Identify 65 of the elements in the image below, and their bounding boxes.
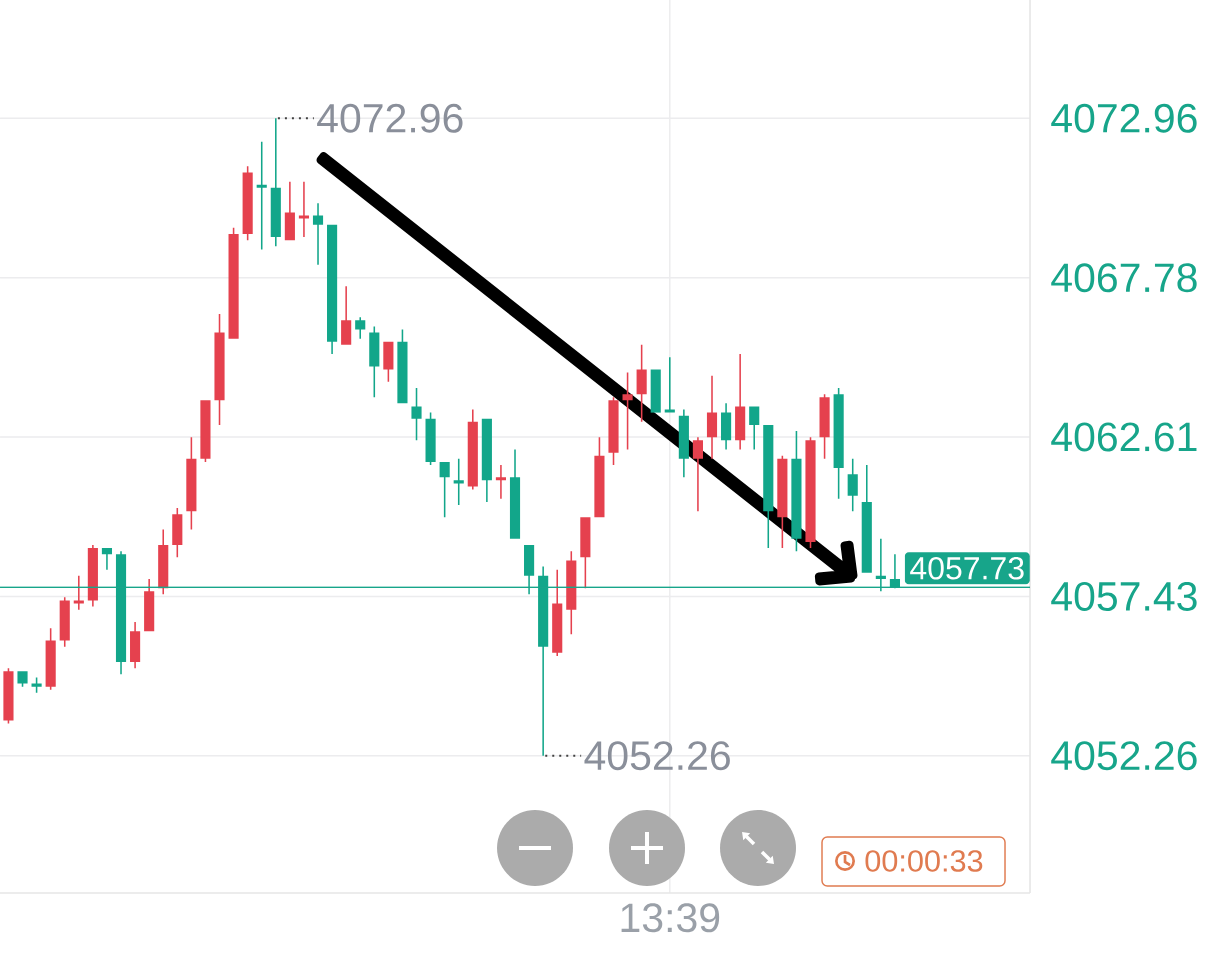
candlestick <box>819 394 830 459</box>
candlestick <box>509 449 521 539</box>
candlestick <box>130 622 141 669</box>
y-tick-label: 4062.61 <box>1051 422 1197 452</box>
candlestick <box>341 286 352 345</box>
candlestick <box>101 548 113 570</box>
candlestick <box>594 437 605 518</box>
candlestick <box>552 569 563 656</box>
candlestick <box>580 517 591 589</box>
ref-line-label: 4057.73 <box>910 556 1024 580</box>
candlestick <box>706 375 718 459</box>
candlestick <box>495 464 506 499</box>
candlestick <box>608 397 619 465</box>
y-tick-label: 4072.96 <box>1051 103 1197 133</box>
y-tick-label: 4057.43 <box>1051 581 1197 611</box>
candlestick <box>791 431 802 552</box>
candlestick <box>298 181 310 238</box>
candlestick <box>144 578 155 632</box>
candlestick <box>59 597 70 647</box>
candlestick <box>242 166 253 241</box>
candlestick <box>692 437 703 512</box>
candlestick <box>453 458 464 505</box>
x-tick-label: 13:39 <box>621 903 720 933</box>
candlestick <box>270 118 281 247</box>
candlestick <box>721 403 732 450</box>
y-tick-label: 4067.78 <box>1051 263 1197 293</box>
candlestick <box>566 551 577 635</box>
candlestick <box>397 329 408 404</box>
candlestick <box>327 224 338 355</box>
candlestick <box>87 545 98 607</box>
candlestick <box>735 354 746 450</box>
annotation: 4052.26 <box>584 741 730 771</box>
candlestick <box>172 508 183 558</box>
candlestick <box>650 369 661 413</box>
candlestick <box>411 387 422 441</box>
candlestick <box>481 418 492 502</box>
candlestick <box>214 314 225 425</box>
candlestick <box>369 326 380 398</box>
candlestick <box>17 671 28 687</box>
candlestick <box>664 357 675 413</box>
candlestick <box>3 668 14 724</box>
candlestick <box>833 387 844 499</box>
candlestick <box>355 317 366 339</box>
candlestick <box>749 406 760 450</box>
candlestick <box>228 227 239 339</box>
annotation: 4072.96 <box>317 103 463 133</box>
candlestick <box>763 424 774 549</box>
candlestick <box>847 458 858 512</box>
candlestick <box>467 409 478 490</box>
candlestick <box>186 437 197 530</box>
candlestick <box>284 181 295 241</box>
candlestick <box>861 464 872 573</box>
annotation: 00:00:33 <box>865 850 983 872</box>
y-tick-label: 4052.26 <box>1051 741 1197 771</box>
candlestick <box>312 203 324 265</box>
candlestick <box>425 412 436 465</box>
candlestick <box>383 341 394 382</box>
candlestick <box>45 628 56 690</box>
candlestick <box>158 529 169 595</box>
candlestick <box>200 400 211 462</box>
candlestick <box>256 141 267 250</box>
candlestick <box>678 409 689 478</box>
candlestick <box>805 437 816 549</box>
candlestick <box>777 455 788 549</box>
candlestick <box>73 575 84 610</box>
